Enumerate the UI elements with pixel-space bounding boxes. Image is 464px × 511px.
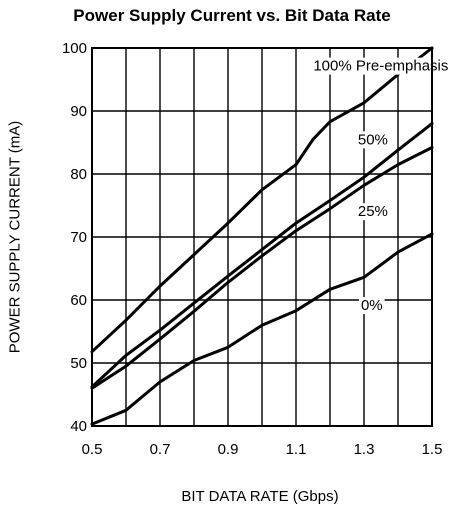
x-tick-label: 0.5 xyxy=(82,441,103,458)
y-tick-label: 70 xyxy=(70,229,87,246)
x-tick-label: 1.3 xyxy=(354,441,375,458)
y-tick-label: 100 xyxy=(62,40,87,57)
plot-border xyxy=(91,47,433,427)
y-axis-label: POWER SUPPLY CURRENT (mA) xyxy=(6,120,24,354)
x-tick-label: 1.1 xyxy=(286,441,307,458)
series-label-3: 0% xyxy=(361,297,383,314)
chart-title: Power Supply Current vs. Bit Data Rate xyxy=(73,6,391,25)
series-line-0 xyxy=(90,46,434,354)
series-label-bg xyxy=(358,297,385,315)
y-tick-label: 40 xyxy=(70,418,87,435)
grid xyxy=(92,48,432,426)
x-tick-label: 0.7 xyxy=(150,441,171,458)
x-tick-label: 1.5 xyxy=(422,441,443,458)
annotations: 100% Pre-emphasis 50% 25% 0% xyxy=(311,57,451,315)
series-line-2 xyxy=(90,146,434,390)
series-layer xyxy=(90,46,434,426)
series-line-1 xyxy=(90,122,434,389)
x-tick-label: 0.9 xyxy=(218,441,239,458)
series-label-2: 25% xyxy=(358,203,388,220)
series-label-bg xyxy=(355,131,390,149)
y-tick-label: 80 xyxy=(70,166,87,183)
tick-labels: 0.5 0.7 0.9 1.1 1.3 1.5 40 50 60 70 80 90 100 xyxy=(62,40,442,458)
y-tick-label: 90 xyxy=(70,103,87,120)
x-axis-label: BIT DATA RATE (Gbps) xyxy=(181,488,339,505)
y-tick-label: 50 xyxy=(70,355,87,372)
series-label-bg xyxy=(311,57,451,75)
series-line-3 xyxy=(90,232,434,426)
series-label-bg xyxy=(355,203,390,221)
series-label-1: 50% xyxy=(358,131,388,148)
y-tick-label: 60 xyxy=(70,292,87,309)
series-label-0: 100% Pre-emphasis xyxy=(313,58,448,75)
